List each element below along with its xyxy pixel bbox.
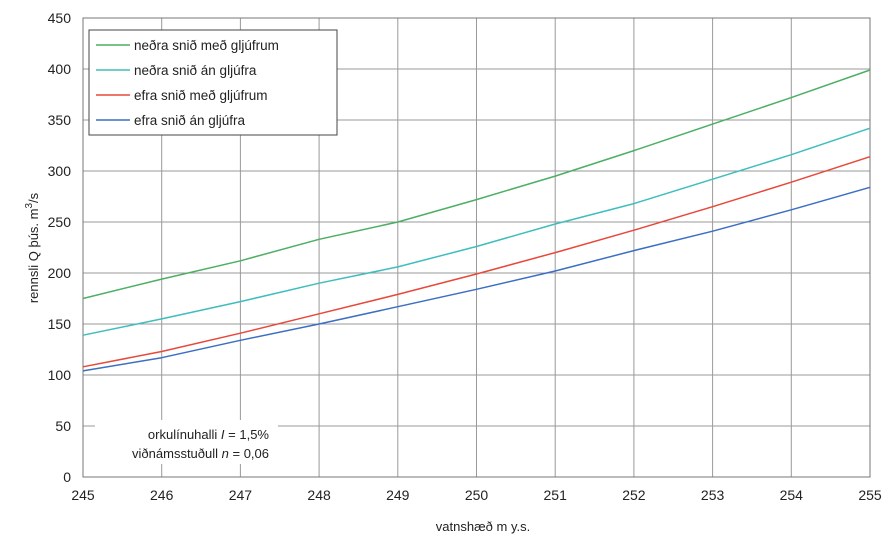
- x-tick-label: 252: [622, 487, 646, 503]
- y-tick-label: 300: [48, 163, 72, 179]
- y-axis-title: rennsli Q þús. m3/s: [24, 192, 41, 303]
- x-tick-label: 251: [544, 487, 568, 503]
- y-tick-label: 400: [48, 61, 72, 77]
- legend-label-2: neðra snið án gljúfra: [134, 63, 257, 78]
- x-tick-label: 249: [386, 487, 410, 503]
- annotation-slope-symbol: I: [221, 427, 225, 442]
- annotation-background: [95, 420, 278, 464]
- y-axis-title-tail: /s: [26, 192, 41, 203]
- annotation-roughness-symbol: n: [222, 446, 229, 461]
- annotation-roughness-label: viðnámsstuðull: [132, 446, 222, 461]
- legend-label-1: neðra snið með gljúfrum: [134, 38, 279, 53]
- y-tick-label: 100: [48, 367, 72, 383]
- x-tick-label: 255: [858, 487, 882, 503]
- x-tick-labels: 245 246 247 248 249 250 251 252 253 254 255: [71, 487, 882, 503]
- legend-box: [88, 29, 338, 136]
- annotation-slope-value: = 1,5%: [225, 427, 270, 442]
- x-axis-title: vatnshæð m y.s.: [436, 519, 530, 534]
- series-lines: [82, 69, 871, 372]
- annotation-slope-label: orkulínuhalli: [148, 427, 221, 442]
- y-tick-label: 250: [48, 214, 72, 230]
- x-tick-label: 254: [780, 487, 804, 503]
- annotation-slope: orkulínuhalli I = 1,5%: [148, 427, 270, 442]
- y-tick-label: 450: [48, 10, 72, 26]
- y-axis-title-main: rennsli Q þús. m: [26, 209, 41, 304]
- x-tick-label: 245: [71, 487, 95, 503]
- legend-label-4: efra snið án gljúfra: [134, 113, 246, 128]
- legend: neðra snið með gljúfrum neðra snið án glj…: [88, 29, 338, 136]
- x-tick-label: 248: [307, 487, 331, 503]
- y-tick-label: 200: [48, 265, 72, 281]
- y-tick-label: 350: [48, 112, 72, 128]
- series-line-2: [82, 127, 871, 336]
- x-tick-label: 247: [229, 487, 253, 503]
- y-axis-title-sup: 3: [24, 203, 35, 209]
- series-line-4: [82, 186, 871, 372]
- y-tick-labels: 0 50 100 150 200 250 300 350 400 450: [48, 10, 72, 485]
- plot-frame: [82, 17, 871, 478]
- annotation-box: orkulínuhalli I = 1,5% viðnámsstuðull n …: [95, 420, 278, 464]
- y-tick-label: 50: [55, 418, 71, 434]
- series-line-1: [82, 69, 871, 300]
- series-line-3: [82, 155, 871, 368]
- x-tick-label: 246: [150, 487, 174, 503]
- annotation-roughness-value: = 0,06: [229, 446, 269, 461]
- y-tick-label: 150: [48, 316, 72, 332]
- x-tick-label: 253: [701, 487, 725, 503]
- annotation-roughness: viðnámsstuðull n = 0,06: [132, 446, 269, 461]
- y-tick-label: 0: [63, 469, 71, 485]
- legend-label-3: efra snið með gljúfrum: [134, 88, 268, 103]
- x-tick-label: 250: [465, 487, 489, 503]
